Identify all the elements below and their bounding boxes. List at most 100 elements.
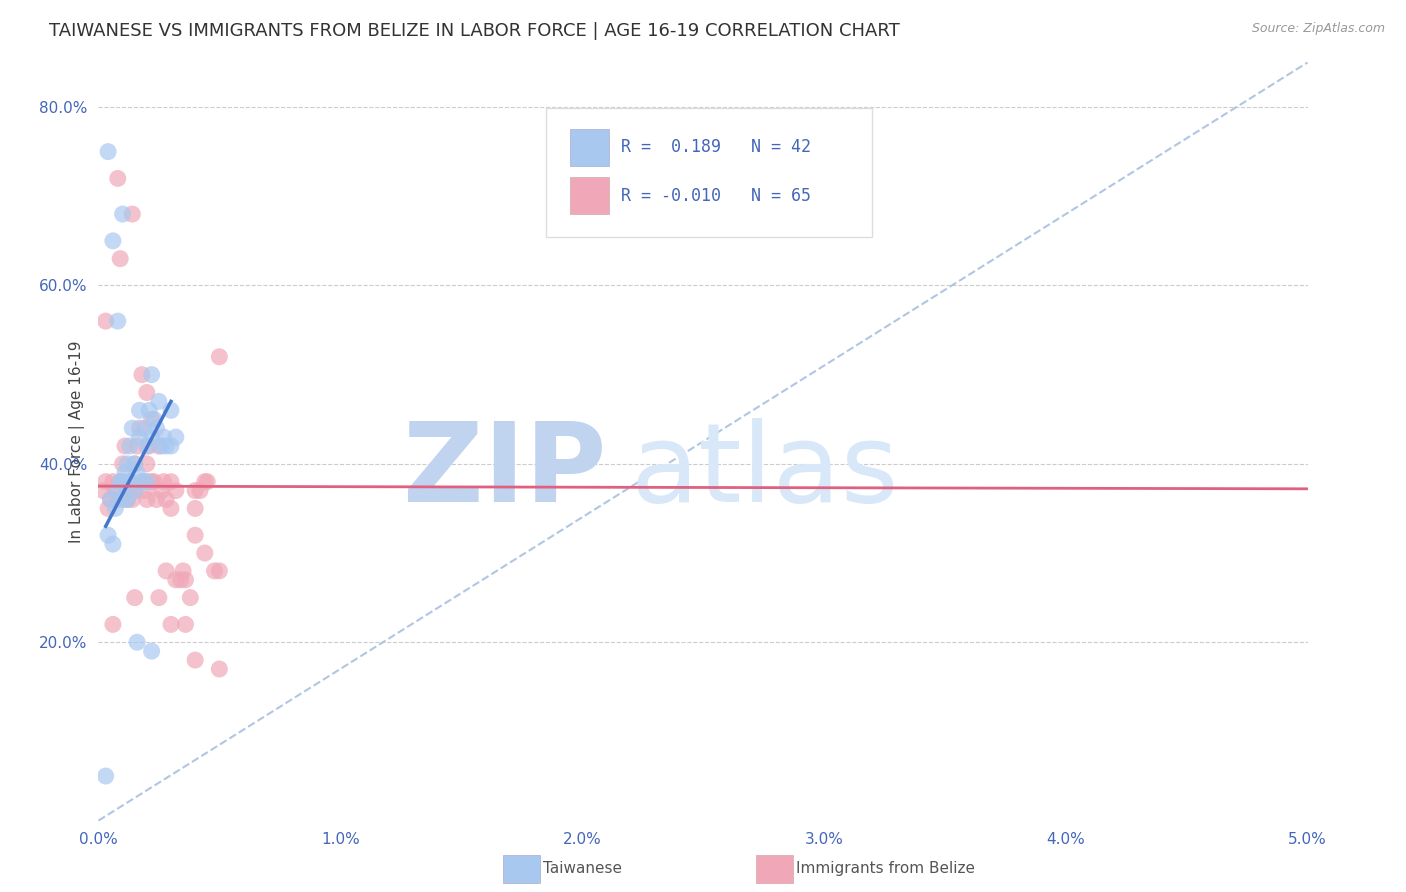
Point [184, 483, 207, 498]
Point [160, 475, 183, 489]
Point [179, 591, 201, 605]
Point [194, 475, 217, 489]
Point [174, 617, 197, 632]
Point [195, 475, 218, 489]
Point [94, 475, 117, 489]
Point [184, 653, 207, 667]
Point [128, 430, 150, 444]
Point [111, 457, 134, 471]
Point [194, 546, 217, 560]
Point [108, 475, 131, 489]
Point [160, 501, 183, 516]
Point [97, 145, 120, 159]
Point [117, 457, 139, 471]
Point [124, 483, 146, 498]
Point [108, 475, 131, 489]
Point [134, 421, 156, 435]
Point [111, 475, 134, 489]
Point [121, 207, 143, 221]
Point [108, 252, 131, 266]
Point [101, 475, 124, 489]
Point [141, 475, 163, 489]
Point [155, 564, 177, 578]
Point [121, 492, 143, 507]
Point [188, 483, 211, 498]
Point [124, 483, 146, 498]
Point [138, 439, 160, 453]
Point [94, 769, 117, 783]
Point [124, 457, 146, 471]
Point [184, 501, 207, 516]
Y-axis label: In Labor Force | Age 16-19: In Labor Force | Age 16-19 [69, 340, 84, 543]
Point [150, 439, 173, 453]
Point [104, 501, 127, 516]
Point [141, 368, 163, 382]
Text: Source: ZipAtlas.com: Source: ZipAtlas.com [1251, 22, 1385, 36]
Point [127, 635, 149, 649]
Point [150, 483, 173, 498]
Point [97, 528, 120, 542]
Text: TAIWANESE VS IMMIGRANTS FROM BELIZE IN LABOR FORCE | AGE 16-19 CORRELATION CHART: TAIWANESE VS IMMIGRANTS FROM BELIZE IN L… [49, 22, 900, 40]
Point [100, 492, 122, 507]
Point [141, 430, 163, 444]
Point [141, 644, 163, 658]
Point [117, 492, 139, 507]
Point [165, 430, 187, 444]
Point [128, 403, 150, 417]
Text: R = -0.010   N = 65: R = -0.010 N = 65 [621, 187, 811, 205]
Point [152, 430, 174, 444]
Point [148, 394, 170, 409]
Point [101, 617, 124, 632]
Point [117, 483, 139, 498]
Text: Taiwanese: Taiwanese [543, 862, 621, 876]
Point [155, 492, 177, 507]
Point [148, 591, 170, 605]
Point [107, 483, 129, 498]
Point [121, 421, 143, 435]
Point [135, 475, 157, 489]
Point [124, 591, 146, 605]
Point [117, 492, 139, 507]
Text: atlas: atlas [630, 418, 898, 525]
Point [160, 439, 183, 453]
Point [127, 466, 149, 480]
Point [134, 483, 156, 498]
Point [135, 492, 157, 507]
Point [94, 314, 117, 328]
Point [97, 501, 120, 516]
Point [101, 234, 124, 248]
Point [160, 617, 183, 632]
Point [111, 207, 134, 221]
Point [145, 421, 167, 435]
Point [145, 492, 167, 507]
Point [128, 421, 150, 435]
Point [208, 564, 231, 578]
Point [169, 573, 191, 587]
Point [111, 475, 134, 489]
Point [135, 439, 157, 453]
Point [160, 403, 183, 417]
Point [91, 483, 114, 498]
Point [138, 403, 160, 417]
Point [107, 492, 129, 507]
Point [131, 475, 153, 489]
Point [204, 564, 226, 578]
Point [148, 439, 170, 453]
Point [118, 439, 141, 453]
FancyBboxPatch shape [569, 129, 609, 166]
Point [124, 457, 146, 471]
Text: ZIP: ZIP [404, 418, 606, 525]
Point [135, 475, 157, 489]
Point [143, 412, 166, 426]
Point [107, 314, 129, 328]
Point [131, 475, 153, 489]
Point [111, 492, 134, 507]
Point [118, 475, 141, 489]
Point [184, 528, 207, 542]
Point [165, 483, 187, 498]
Point [143, 475, 166, 489]
Point [174, 573, 197, 587]
Point [114, 439, 136, 453]
Point [104, 483, 127, 498]
Point [118, 475, 141, 489]
